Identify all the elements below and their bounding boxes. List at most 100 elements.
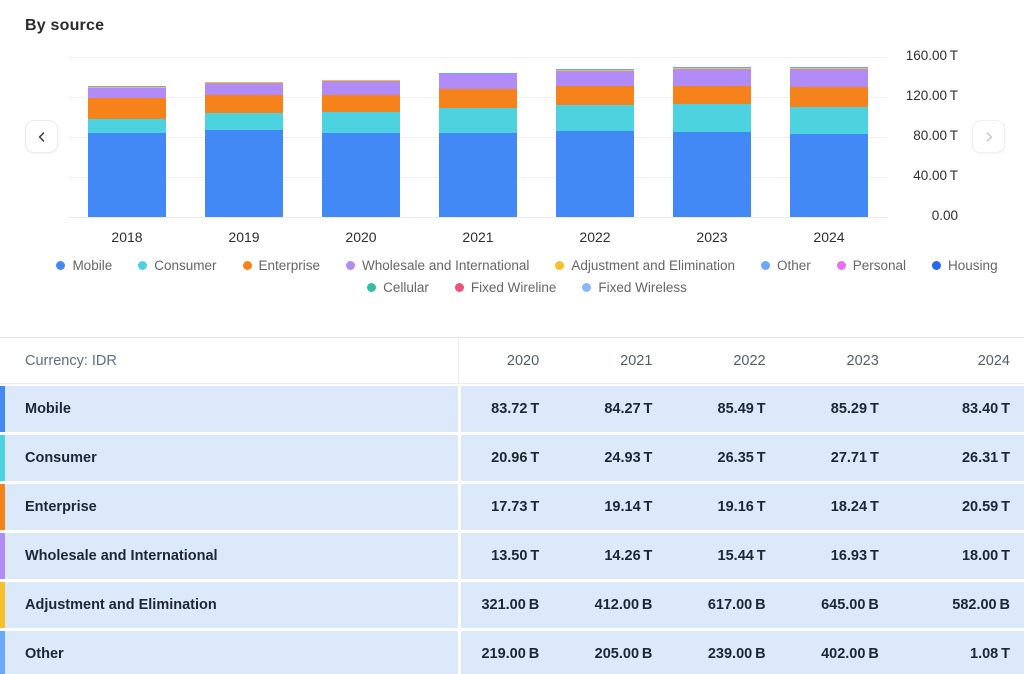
consumer-segment-2024[interactable] [790,107,868,134]
consumer-segment-2021[interactable] [439,107,517,133]
legend-dot-icon [56,261,66,270]
legend-label: Fixed Wireless [598,280,687,295]
legend-dot-icon [760,261,770,270]
legend-item-enterprise[interactable]: Enterprise [242,258,320,273]
row-label: Wholesale and International [25,548,218,564]
year-column-header-2020: 2020 [458,338,571,383]
adjustment-and-elimination-segment-2024[interactable] [790,67,868,69]
legend-item-fixed-wireless[interactable]: Fixed Wireless [582,280,687,295]
table-cell: 16.93 T [830,548,879,564]
bar-2021[interactable] [439,72,517,217]
legend-dot-icon [138,261,148,270]
bar-2024[interactable] [790,66,868,217]
adjustment-and-elimination-segment-2019[interactable] [205,82,283,84]
table-cell: 18.00 T [961,548,1010,564]
table-cell: 24.93 T [604,450,653,466]
bar-2022[interactable] [556,69,634,217]
row-color-bar [0,582,5,628]
chart-scroll-left-button[interactable] [25,120,58,153]
adjustment-and-elimination-segment-2021[interactable] [439,73,517,75]
section-title: By source [25,17,105,34]
consumer-segment-2023[interactable] [673,103,751,132]
table-row-consumer: Consumer 20.96 T 24.93 T 26.35 T 27.71 T 26.3… [0,435,1024,481]
wholesale-and-international-segment-2023[interactable] [673,68,751,86]
bar-2020[interactable] [322,79,400,217]
wholesale-and-international-segment-2020[interactable] [322,81,400,95]
table-cell: 582.00 B [952,597,1010,613]
bar-2019[interactable] [205,81,283,217]
legend-label: Other [776,258,811,273]
other-segment-2023[interactable] [673,67,751,69]
other-segment-2020[interactable] [322,79,400,81]
legend-item-consumer[interactable]: Consumer [138,258,217,273]
adjustment-and-elimination-segment-2022[interactable] [556,69,634,71]
mobile-segment-2020[interactable] [322,133,400,217]
table-cell: 14.26 T [604,548,653,564]
wholesale-and-international-segment-2018[interactable] [88,87,166,98]
other-segment-2024[interactable] [790,66,868,68]
x-axis-label-2018: 2018 [111,229,143,245]
consumer-segment-2018[interactable] [88,118,166,133]
wholesale-and-international-segment-2021[interactable] [439,74,517,89]
legend-item-housing[interactable]: Housing [932,258,998,273]
legend-item-other[interactable]: Other [760,258,811,273]
currency-label: Currency: IDR [25,352,117,369]
legend-item-adjustment-and-elimination[interactable]: Adjustment and Elimination [555,258,735,273]
y-axis-label: 120.00 T [905,88,958,103]
row-color-bar [0,484,5,530]
enterprise-segment-2020[interactable] [322,94,400,113]
chevron-right-icon [986,131,992,142]
enterprise-segment-2022[interactable] [556,85,634,106]
wholesale-and-international-segment-2022[interactable] [556,70,634,86]
wholesale-and-international-segment-2024[interactable] [790,68,868,87]
table-row-adjustment-and-elimination: Adjustment and Elimination 321.00 B 412.00… [0,582,1024,628]
legend-item-wholesale-and-international[interactable]: Wholesale and International [346,258,529,273]
legend-dot-icon [346,261,356,270]
legend-item-cellular[interactable]: Cellular [367,280,429,295]
adjustment-and-elimination-segment-2020[interactable] [322,80,400,82]
mobile-segment-2024[interactable] [790,133,868,217]
enterprise-segment-2018[interactable] [88,98,166,119]
table-cell: 1.08 T [970,646,1010,662]
mobile-segment-2023[interactable] [673,131,751,217]
enterprise-segment-2019[interactable] [205,95,283,113]
wholesale-and-international-segment-2019[interactable] [205,83,283,96]
legend-label: Mobile [72,258,113,273]
mobile-segment-2018[interactable] [88,132,166,217]
other-segment-2018[interactable] [88,86,166,87]
mobile-segment-2019[interactable] [205,130,283,217]
table-cell: 20.96 T [458,435,571,481]
legend-label: Wholesale and International [362,258,530,273]
enterprise-segment-2024[interactable] [790,86,868,108]
table-cell: 17.73 T [458,484,571,530]
row-color-bar [0,533,5,579]
table-cell: 27.71 T [830,450,879,466]
other-segment-2021[interactable] [439,72,517,74]
enterprise-segment-2021[interactable] [439,88,517,108]
table-cell: 85.29 T [830,401,879,417]
consumer-segment-2019[interactable] [205,112,283,131]
table-cell: 85.49 T [717,401,766,417]
legend-item-personal[interactable]: Personal [836,258,906,273]
adjustment-and-elimination-segment-2023[interactable] [673,68,751,69]
legend-label: Cellular [383,280,429,295]
legend-item-fixed-wireline[interactable]: Fixed Wireline [454,280,556,295]
table-cell: 83.72 T [458,386,571,432]
consumer-segment-2022[interactable] [556,105,634,132]
table-cell: 26.35 T [717,450,766,466]
chart-scroll-right-button[interactable] [972,120,1005,153]
adjustment-and-elimination-segment-2018[interactable] [88,86,166,88]
legend-item-mobile[interactable]: Mobile [56,258,112,273]
table-cell: 20.59 T [961,499,1010,515]
other-segment-2019[interactable] [205,81,283,83]
enterprise-segment-2023[interactable] [673,85,751,104]
bar-2018[interactable] [88,86,166,217]
bar-2023[interactable] [673,67,751,217]
table-row-wholesale-and-international: Wholesale and International 13.50 T 14.26 … [0,533,1024,579]
by-source-table: Currency: IDR 2020 2021 2022 2023 2024 Mobil… [0,337,1024,674]
other-segment-2022[interactable] [556,69,634,70]
consumer-segment-2020[interactable] [322,112,400,134]
mobile-segment-2021[interactable] [439,132,517,217]
mobile-segment-2022[interactable] [556,131,634,217]
year-column-header-2024: 2024 [977,352,1010,369]
